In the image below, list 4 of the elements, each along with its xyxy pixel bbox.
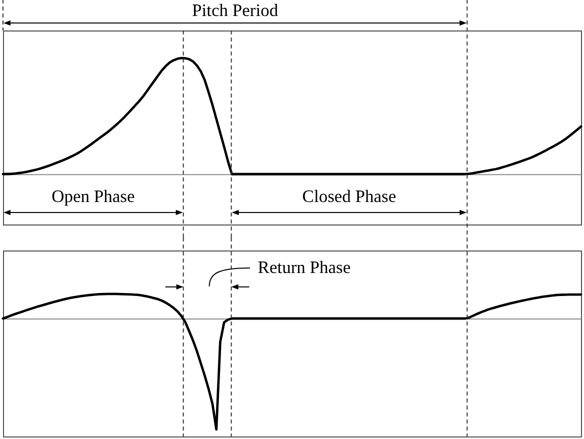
text: Pitch Period [192, 0, 278, 20]
text: Closed Phase [302, 186, 396, 206]
text: Return Phase [258, 257, 351, 278]
text: Open Phase [52, 186, 135, 206]
